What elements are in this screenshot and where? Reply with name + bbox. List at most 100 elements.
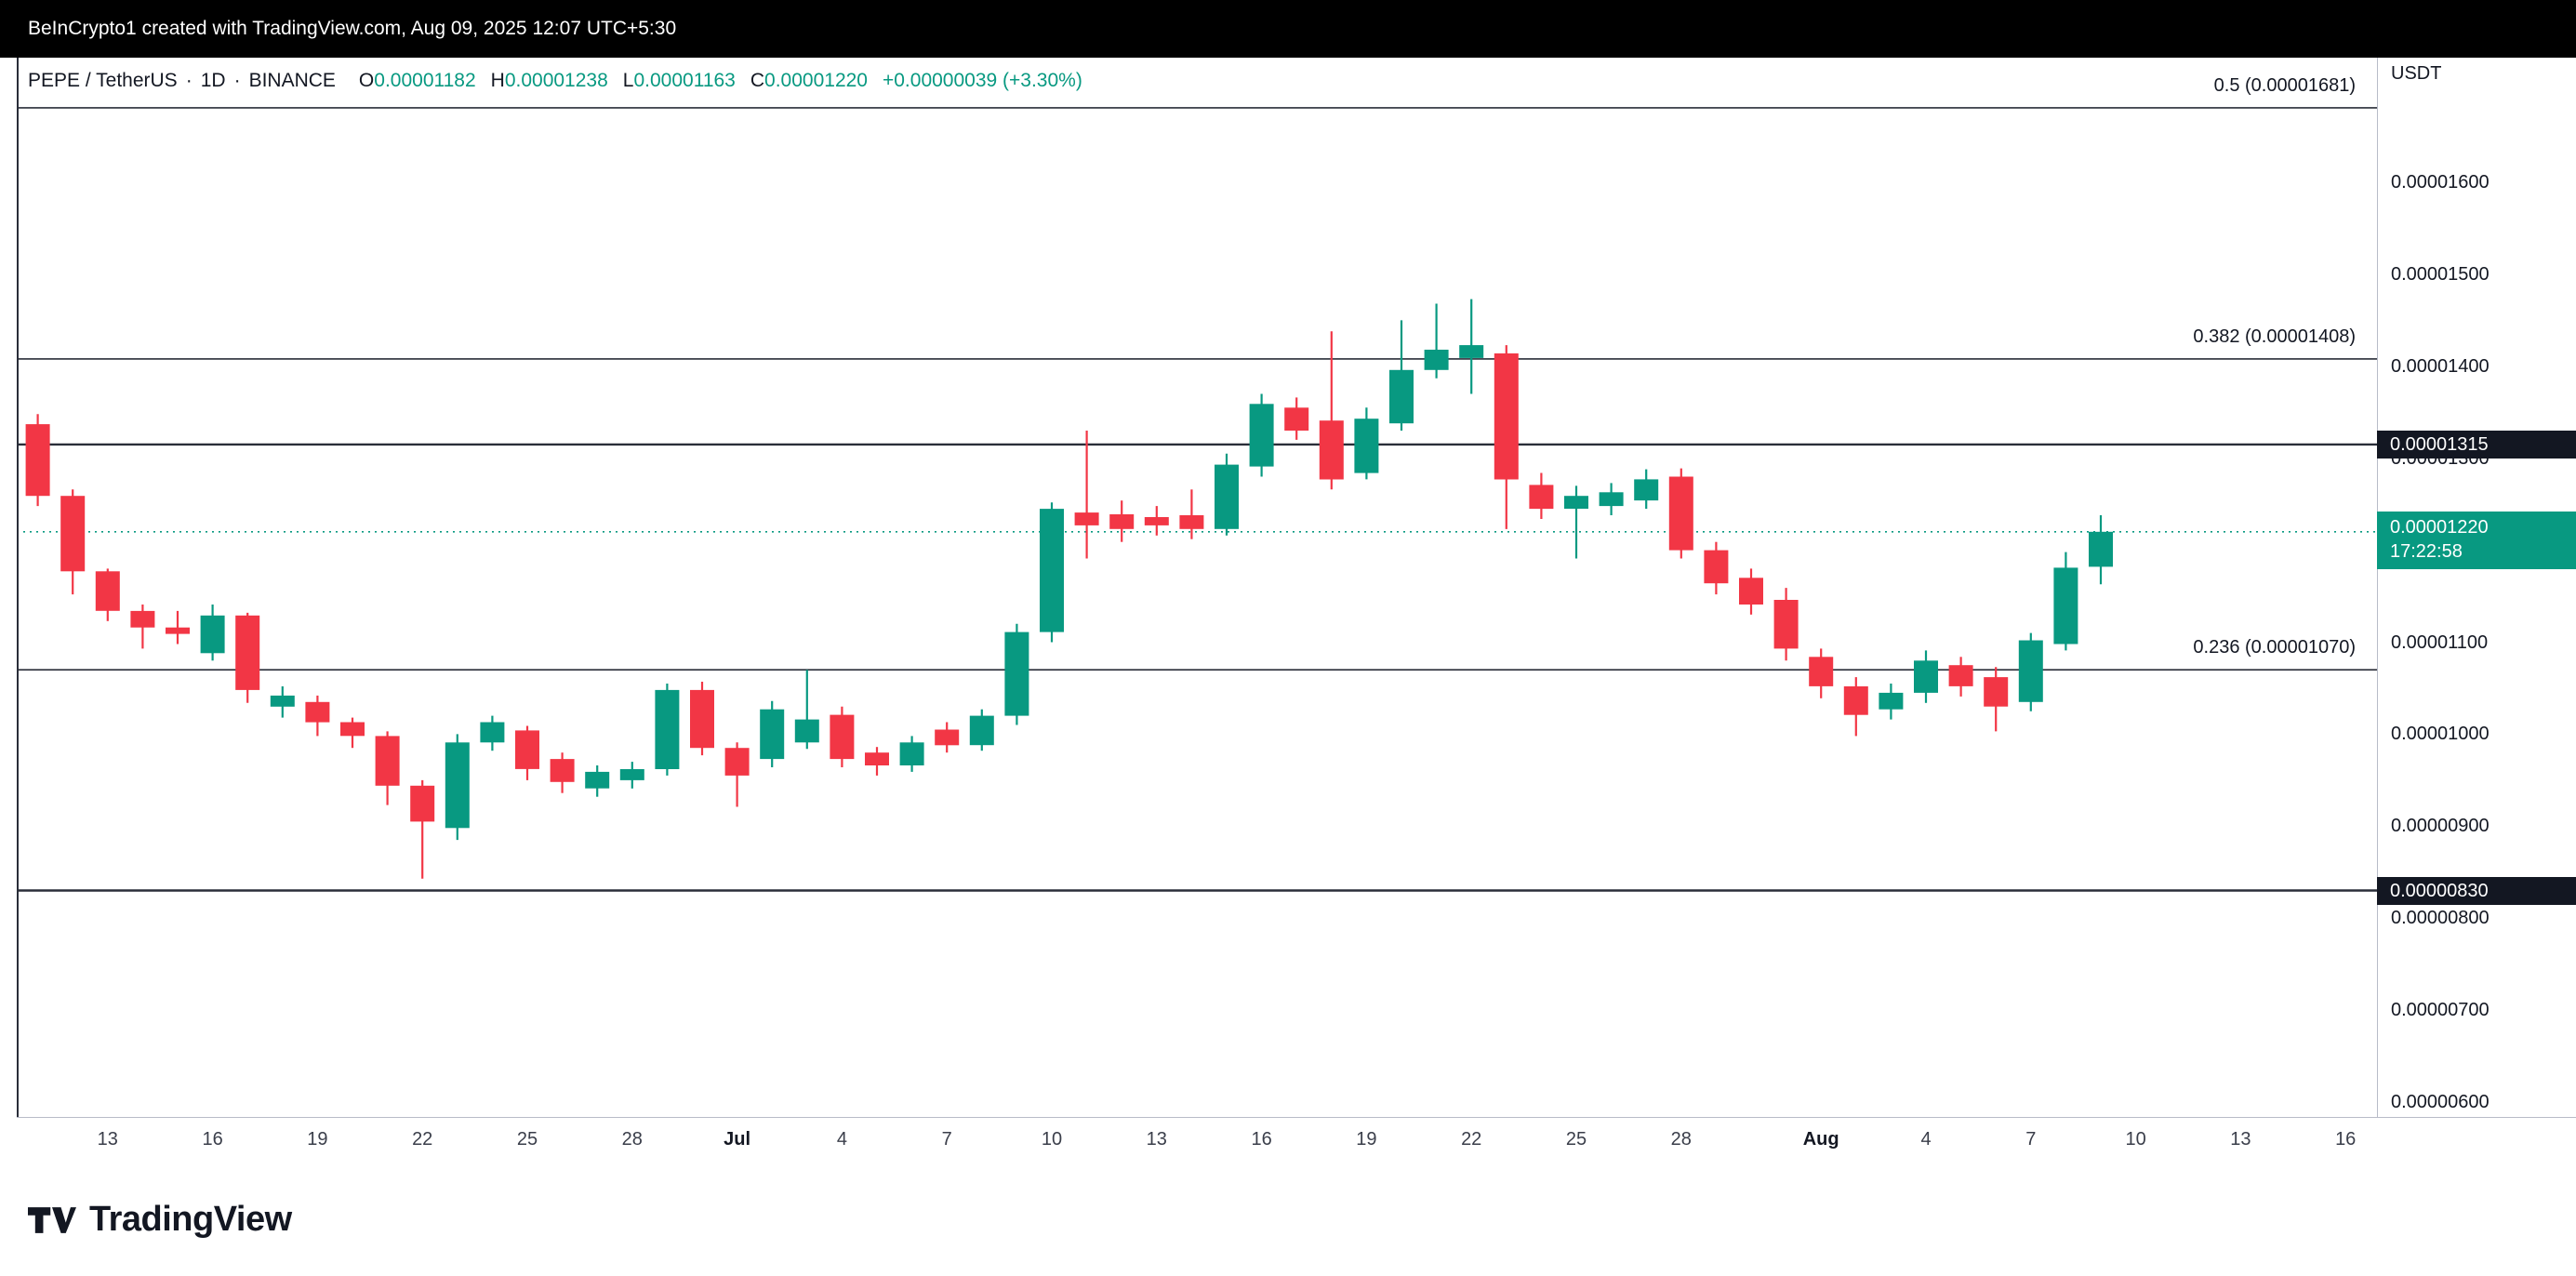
time-axis-label: 4 [1920, 1129, 1932, 1150]
time-axis[interactable]: 13 16 19 22 25 28 Jul 4 7 10 13 16 19 22 25 28 Aug 4 7 10 13… [17, 1118, 2377, 1161]
candle-body [1984, 677, 2009, 707]
symbol-title[interactable]: PEPE / TetherUS [28, 70, 178, 91]
time-axis-label: Aug [1802, 1129, 1839, 1150]
fib-level-label: 0.236 (0.00001070) [2193, 637, 2356, 658]
tradingview-logo-icon [28, 1206, 76, 1233]
candle-body [619, 769, 644, 780]
candle-body [550, 759, 575, 782]
open-value: O0.00001182 [358, 70, 476, 91]
price-axis[interactable]: USDT 0.00001600 0.00001500 0.00001400 0.000… [2377, 58, 2576, 1161]
candle-body [1389, 369, 1414, 424]
candle-body [2018, 640, 2043, 702]
close-value: C0.00001220 [750, 70, 868, 91]
candle-body [585, 771, 610, 789]
current-price-badge: 0.00001220 17:22:58 [2377, 511, 2576, 569]
chart-left-border [17, 58, 19, 1117]
candle-body [1668, 476, 1693, 551]
candle-body [1074, 512, 1099, 525]
candle-body [340, 722, 365, 737]
candle-body [515, 730, 539, 769]
candle-body [655, 689, 680, 769]
time-axis-label: 7 [941, 1129, 952, 1150]
candle-body [1529, 485, 1554, 510]
time-axis-label: 13 [1146, 1129, 1167, 1150]
time-axis-label: 16 [2335, 1129, 2357, 1150]
candle-body [60, 496, 86, 572]
time-axis-label: 13 [97, 1129, 118, 1150]
candle-body [1144, 517, 1169, 525]
candle-body [445, 742, 470, 829]
candle-body [1843, 686, 1868, 715]
high-value: H0.00001238 [490, 70, 608, 91]
time-axis-label: Jul [724, 1129, 751, 1150]
candle-body [2053, 567, 2078, 645]
candle-body [1704, 550, 1729, 584]
interval-label[interactable]: 1D [200, 70, 226, 91]
quote-currency-label: USDT [2391, 63, 2442, 84]
candle-body [1354, 419, 1379, 473]
candle-body [1284, 407, 1309, 431]
candle-body [1004, 631, 1029, 716]
price-level-badge: 0.00000830 [2377, 876, 2576, 905]
candle-body [375, 736, 400, 786]
time-axis-label: 28 [621, 1129, 643, 1150]
price-axis-label: 0.00001400 [2391, 355, 2490, 377]
candle-body [760, 709, 785, 760]
candle-body [935, 729, 960, 746]
candle-body [2089, 531, 2113, 567]
price-axis-label: 0.00001000 [2391, 724, 2490, 745]
candle-body [1109, 514, 1135, 529]
candle-body [690, 689, 714, 749]
change-value: +0.00000039 (+3.30%) [882, 70, 1082, 91]
candle-body [794, 719, 819, 743]
time-axis-label: 16 [202, 1129, 223, 1150]
candle-body [235, 615, 260, 690]
time-axis-label: 28 [1670, 1129, 1692, 1150]
candle-body [1948, 665, 1973, 686]
candle-body [1040, 509, 1064, 632]
time-axis-label: 7 [2025, 1129, 2037, 1150]
candlestick-plot[interactable] [17, 58, 2377, 1117]
fib-level-label: 0.5 (0.00001681) [2213, 74, 2356, 96]
price-axis-label: 0.00000600 [2391, 1092, 2490, 1112]
candle-body [1879, 692, 1904, 710]
price-axis-label: 0.00000900 [2391, 816, 2490, 837]
fib-level-label: 0.382 (0.00001408) [2193, 326, 2356, 347]
candle-body [1179, 515, 1204, 529]
candle-body [1914, 660, 1938, 693]
time-axis-label: 10 [2125, 1129, 2146, 1150]
attribution-text: BeInCrypto1 created with TradingView.com… [28, 18, 677, 39]
time-axis-separator [17, 1117, 2576, 1118]
time-axis-label: 22 [412, 1129, 433, 1150]
current-price-value: 0.00001220 [2390, 517, 2489, 538]
time-axis-label: 10 [1041, 1129, 1063, 1150]
candle-body [865, 752, 889, 765]
candle-body [1249, 404, 1274, 467]
chart-legend: PEPE / TetherUS · 1D · BINANCE O0.000011… [28, 65, 1082, 97]
legend-separator-icon: · [233, 70, 241, 91]
candle-body [1739, 578, 1763, 605]
time-axis-label: 25 [1565, 1129, 1587, 1150]
time-axis-label: 13 [2230, 1129, 2251, 1150]
candle-body [480, 722, 505, 743]
exchange-label[interactable]: BINANCE [248, 70, 336, 91]
candle-body [1459, 345, 1484, 358]
candle-body [410, 785, 435, 822]
candle-body [25, 424, 50, 497]
candle-body [270, 695, 295, 707]
tradingview-logo[interactable]: TradingView [28, 1200, 292, 1240]
candle-body [1319, 420, 1344, 480]
snapshot-attribution-bar: BeInCrypto1 created with TradingView.com… [0, 0, 2576, 58]
legend-separator-icon: · [185, 70, 193, 91]
price-axis-label: 0.00001600 [2391, 172, 2490, 193]
candle-body [95, 571, 120, 611]
time-axis-label: 16 [1251, 1129, 1272, 1150]
candle-body [1564, 496, 1588, 509]
time-axis-label: 25 [516, 1129, 538, 1150]
tradingview-wordmark: TradingView [89, 1200, 292, 1239]
bar-close-countdown: 17:22:58 [2390, 541, 2463, 563]
candle-body [166, 627, 190, 634]
candle-body [305, 701, 330, 723]
price-axis-label: 0.00000700 [2391, 1000, 2490, 1021]
